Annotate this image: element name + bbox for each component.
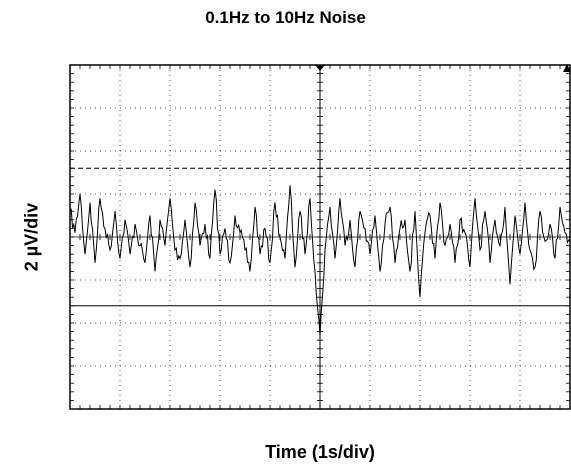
- x-axis-label: Time (1s/div): [265, 442, 375, 462]
- level-marker: [563, 64, 571, 72]
- chart-title: 0.1Hz to 10Hz Noise: [205, 8, 366, 27]
- y-axis-label: 2 µV/div: [21, 202, 42, 272]
- reference-lines: [70, 167, 570, 307]
- noise-trace: [69, 185, 571, 336]
- trigger-marker: [315, 65, 325, 71]
